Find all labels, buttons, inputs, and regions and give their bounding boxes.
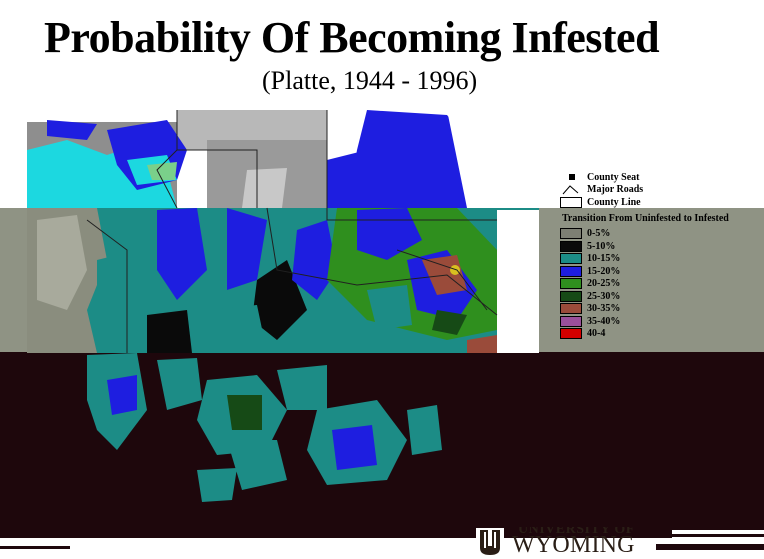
university-logo-mark-icon [476,528,504,556]
logo-wyoming: WYOMING [512,532,635,558]
legend-class-label: 10-15% [587,253,621,264]
legend-class-label: 5-10% [587,240,616,252]
legend-major-roads-label: Major Roads [587,184,644,195]
university-logo: UNIVERSITY OF WYOMING [470,518,660,558]
legend-county-seat-label: County Seat [587,172,640,183]
legend-class-swatch [560,315,582,327]
bottom-right-line-thick [656,544,764,550]
county-line-swatch [560,197,582,208]
legend-class-label: 35-40% [587,315,621,327]
map-title: Probability Of Becoming Infested [44,13,660,62]
legend-class-label: 20-25% [587,278,621,289]
legend-class-label: 30-35% [587,303,621,314]
county-seat-icon [569,174,575,180]
legend-class-label: 40-4 [587,328,606,339]
legend-class-swatch [560,265,582,277]
bottom-left-strip [0,540,70,558]
legend-class-swatch [560,278,582,289]
bottom-right-line [672,534,764,537]
legend-class-label: 0-5% [587,228,611,239]
infestation-map [27,110,539,510]
legend-heading: Transition From Uninfested to Infested [562,213,729,224]
bottom-left-line [0,546,70,549]
legend-county-line-label: County Line [587,197,641,208]
legend-class-swatch [560,328,582,339]
legend-class-swatch [560,303,582,314]
legend-class-swatch [560,228,582,239]
legend-class-label: 25-30% [587,290,621,302]
legend-class-swatch [560,240,582,252]
legend-class-swatch [560,290,582,302]
map-subtitle: (Platte, 1944 - 1996) [262,66,478,95]
logo-university-of: UNIVERSITY OF [518,522,635,537]
major-roads-icon [562,185,579,195]
legend-class-label: 15-20% [587,265,621,277]
legend-class-swatch [560,253,582,264]
